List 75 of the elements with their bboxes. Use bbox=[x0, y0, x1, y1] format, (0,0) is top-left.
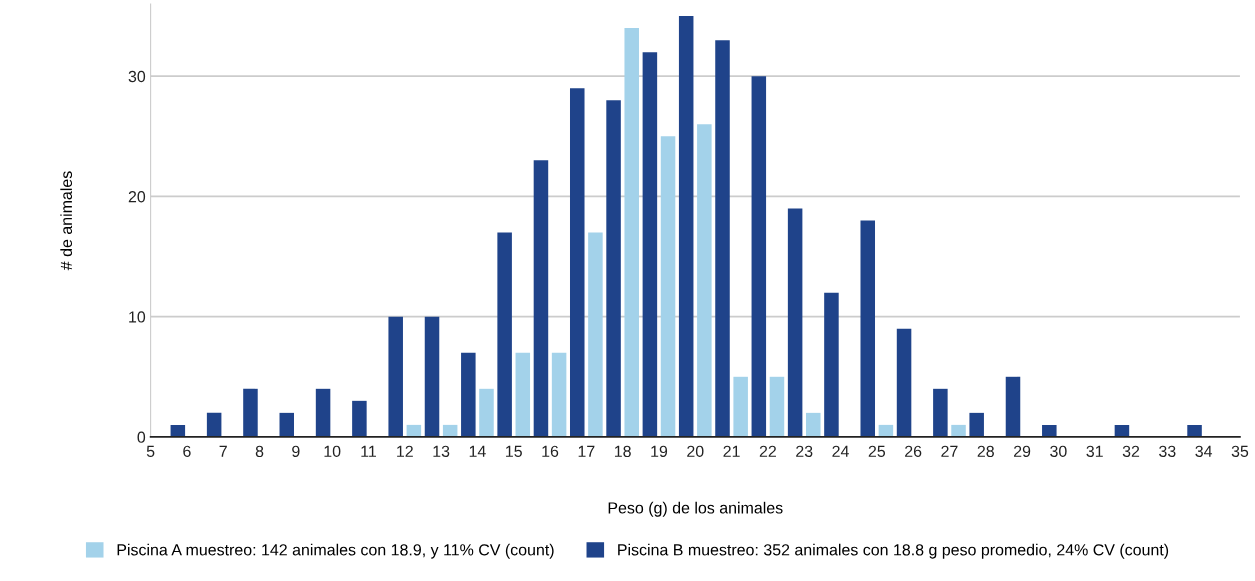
bar bbox=[515, 352, 531, 437]
bar bbox=[588, 232, 603, 437]
legend-label: Piscina A muestreo: 142 animales con 18.9, y 11% CV (count) bbox=[117, 543, 554, 559]
x-tick-label: 15 bbox=[506, 445, 522, 457]
legend-label: Piscina B muestreo: 352 animales con 18.8 g peso promedio, 24% CV (count) bbox=[618, 543, 1169, 559]
bar bbox=[424, 316, 440, 437]
x-tick-label: 26 bbox=[905, 445, 922, 457]
x-tick-label: 13 bbox=[433, 445, 450, 457]
y-tick-label: 30 bbox=[128, 70, 146, 83]
y-axis-title: # de animales bbox=[60, 171, 73, 271]
bar bbox=[624, 28, 639, 437]
bar bbox=[243, 388, 258, 437]
bar bbox=[806, 412, 821, 437]
bar bbox=[533, 160, 549, 437]
bar bbox=[551, 352, 567, 437]
bar bbox=[824, 292, 839, 437]
x-tick-label: 24 bbox=[832, 445, 849, 457]
x-tick-label: 6 bbox=[183, 445, 191, 457]
bar bbox=[352, 400, 367, 437]
x-axis-title: Peso (g) de los animales bbox=[608, 501, 783, 517]
bar bbox=[461, 352, 476, 437]
x-tick-label: 21 bbox=[723, 445, 740, 457]
bar bbox=[1187, 424, 1202, 437]
bar bbox=[570, 88, 585, 437]
bar bbox=[969, 412, 984, 437]
x-tick-label: 23 bbox=[796, 445, 813, 457]
x-tick-label: 20 bbox=[687, 445, 704, 457]
bar bbox=[697, 124, 712, 437]
bar bbox=[388, 316, 403, 437]
x-tick-label: 33 bbox=[1159, 445, 1176, 457]
y-tick-label: 10 bbox=[129, 311, 146, 323]
x-tick-label: 5 bbox=[146, 445, 155, 457]
x-tick-label: 35 bbox=[1231, 445, 1249, 457]
x-tick-label: 22 bbox=[759, 445, 776, 457]
bar bbox=[769, 376, 785, 437]
x-tick-label: 8 bbox=[255, 445, 264, 457]
x-tick-label: 18 bbox=[614, 445, 631, 457]
bar bbox=[479, 388, 494, 437]
x-tick-label: 9 bbox=[292, 445, 300, 457]
bar bbox=[678, 16, 694, 437]
bar bbox=[715, 40, 730, 437]
bar bbox=[751, 76, 767, 437]
y-tick-label: 0 bbox=[137, 431, 146, 443]
y-tick-label: 20 bbox=[128, 191, 146, 203]
bar bbox=[660, 136, 676, 437]
bar bbox=[206, 412, 222, 437]
x-tick-label: 27 bbox=[941, 445, 958, 457]
bar bbox=[933, 388, 948, 437]
bar bbox=[606, 100, 621, 437]
x-tick-label: 28 bbox=[977, 445, 994, 457]
bar bbox=[642, 52, 658, 437]
x-tick-label: 32 bbox=[1122, 445, 1140, 457]
x-tick-label: 19 bbox=[651, 445, 668, 457]
x-tick-label: 30 bbox=[1050, 445, 1067, 457]
x-tick-label: 31 bbox=[1086, 445, 1103, 457]
bar bbox=[497, 232, 512, 437]
x-tick-label: 25 bbox=[868, 445, 886, 457]
x-tick-label: 10 bbox=[324, 445, 341, 457]
bar bbox=[279, 412, 295, 437]
x-tick-label: 14 bbox=[469, 445, 486, 457]
x-tick-label: 7 bbox=[219, 445, 227, 457]
x-tick-label: 29 bbox=[1013, 445, 1031, 457]
bar bbox=[1042, 424, 1057, 437]
x-tick-label: 11 bbox=[361, 445, 376, 457]
x-tick-label: 34 bbox=[1195, 445, 1213, 457]
bar bbox=[860, 220, 876, 437]
x-tick-label: 12 bbox=[397, 445, 413, 457]
bar bbox=[896, 328, 912, 437]
bar bbox=[733, 376, 748, 437]
bar bbox=[1005, 376, 1021, 437]
x-tick-label: 17 bbox=[578, 445, 595, 457]
bar bbox=[951, 424, 966, 437]
bar bbox=[315, 388, 331, 437]
bar bbox=[787, 208, 803, 437]
x-tick-label: 16 bbox=[542, 445, 559, 457]
